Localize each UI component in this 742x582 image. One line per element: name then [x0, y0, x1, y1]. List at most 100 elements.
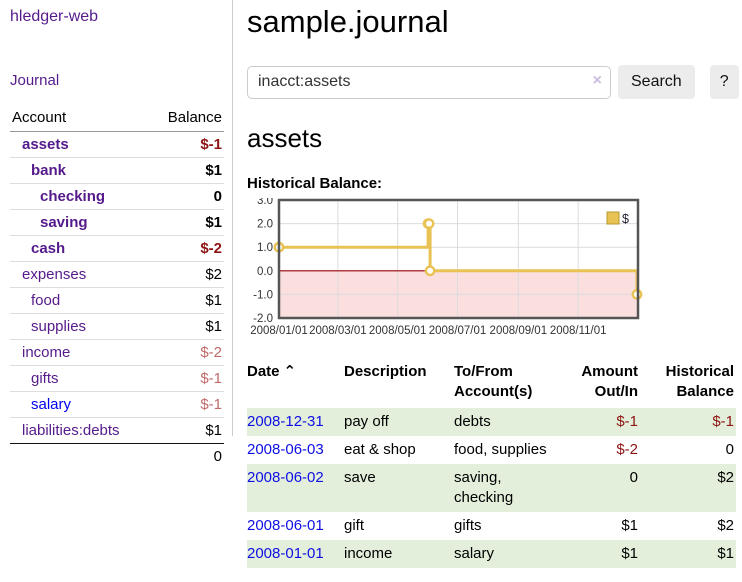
register-row[interactable]: 2008-06-01 gift gifts $1 $2: [247, 512, 736, 540]
account-link[interactable]: food: [31, 292, 61, 309]
register-row[interactable]: 2008-06-02 save saving, checking 0 $2: [247, 464, 736, 512]
accounts-header-row: Account Balance: [10, 105, 224, 132]
app-title-link[interactable]: hledger-web: [10, 8, 99, 25]
register-date-cell: 2008-01-01: [247, 540, 344, 568]
account-link[interactable]: income: [22, 344, 71, 361]
register-description-cell: eat & shop: [344, 441, 416, 458]
register-description-cell: save: [344, 469, 376, 486]
account-row: food $1: [10, 287, 224, 314]
help-button[interactable]: ?: [709, 65, 739, 99]
accounts-col-account: Account: [10, 105, 150, 132]
account-balance: $-2: [149, 339, 224, 366]
account-balance: $1: [149, 287, 224, 314]
account-link[interactable]: salary: [31, 396, 72, 413]
account-balance: $-1: [149, 391, 224, 418]
chart-xtick-label: 2008/07/01: [429, 325, 487, 337]
account-row: cash $-2: [10, 235, 224, 262]
chart-ytick-label: -1.0: [253, 289, 273, 301]
register-date-cell: 2008-06-03: [247, 436, 344, 464]
account-row: saving $1: [10, 209, 224, 236]
account-link[interactable]: checking: [40, 188, 106, 205]
search-form: × Search ?: [247, 65, 741, 99]
register-col-date[interactable]: Date ⌃: [247, 360, 344, 408]
legend-swatch: [606, 211, 620, 225]
chart-data-marker: [423, 218, 435, 230]
register-accounts-cell: salary: [454, 545, 495, 562]
register-col-accounts: To/From Account(s): [454, 363, 533, 400]
transaction-date-link[interactable]: 2008-06-02: [247, 469, 324, 486]
account-cell: gifts: [10, 365, 150, 392]
chart-xtick-label: 2008/01/01: [250, 325, 308, 337]
account-cell: salary: [10, 391, 150, 418]
search-button[interactable]: Search: [618, 65, 695, 99]
account-balance: $-2: [149, 235, 224, 262]
chart-data-marker: [424, 265, 436, 277]
account-link[interactable]: supplies: [31, 318, 87, 335]
register-amount-cell: $1: [621, 545, 638, 562]
chart-xtick-label: 2008/11/01: [550, 325, 607, 337]
chart-xtick-label: 2008/09/01: [490, 325, 548, 337]
account-row: salary $-1: [10, 391, 224, 418]
register-balance-cell: $2: [717, 517, 734, 534]
register-balance-cell: $1: [717, 545, 734, 562]
chart-xtick-label: 2008/03/01: [309, 325, 367, 337]
sidebar-item-journal[interactable]: Journal: [10, 72, 60, 89]
register-row[interactable]: 2008-12-31 pay off debts $-1 $-1: [247, 408, 736, 436]
chart-label: Historical Balance:: [247, 175, 383, 192]
accounts-total-row: 0: [10, 443, 224, 469]
account-cell: income: [10, 339, 150, 366]
chart-ytick-label: -2.0: [253, 313, 273, 325]
account-balance: $-1: [149, 365, 224, 392]
transaction-date-link[interactable]: 2008-06-03: [247, 441, 324, 458]
register-row[interactable]: 2008-01-01 income salary $1 $1: [247, 540, 736, 568]
account-balance: $1: [149, 417, 224, 444]
account-balance: $1: [149, 313, 224, 340]
register-balance-cell: $2: [717, 469, 734, 486]
account-link[interactable]: cash: [31, 240, 66, 257]
account-row: income $-2: [10, 339, 224, 366]
register-balance-cell: $-1: [712, 413, 734, 430]
transaction-date-link[interactable]: 2008-06-01: [247, 517, 324, 534]
main-content: sample.journal × Search ? assets Histori…: [233, 0, 742, 568]
transaction-date-link[interactable]: 2008-12-31: [247, 413, 324, 430]
account-link[interactable]: liabilities:debts: [22, 422, 120, 439]
register-row[interactable]: 2008-06-03 eat & shop food, supplies $-2 0: [247, 436, 736, 464]
chart-ytick-label: 2.0: [257, 219, 273, 231]
transaction-date-link[interactable]: 2008-01-01: [247, 545, 324, 562]
accounts-table: Account Balance assets $-1 bank $1 checking 0…: [10, 105, 224, 469]
account-link[interactable]: bank: [31, 162, 67, 179]
chart-ytick-label: 3.0: [257, 198, 273, 207]
register-description-cell: pay off: [344, 413, 389, 430]
account-cell: saving: [10, 209, 150, 236]
search-input[interactable]: [247, 65, 611, 99]
chart-ytick-label: 1.0: [257, 242, 273, 254]
chart-xtick-label: 2008/05/01: [369, 325, 427, 337]
account-link[interactable]: saving: [40, 214, 88, 231]
account-balance: $-1: [149, 131, 224, 158]
account-row: checking 0: [10, 183, 224, 210]
clear-search-icon[interactable]: ×: [592, 71, 602, 89]
register-amount-cell: $-2: [616, 441, 638, 458]
account-balance: $1: [149, 157, 224, 184]
chart-ytick-label: 0.0: [257, 266, 273, 278]
account-cell: liabilities:debts: [10, 417, 150, 444]
account-link[interactable]: assets: [22, 136, 69, 153]
register-description-cell: income: [344, 545, 393, 562]
register-accounts-cell: debts: [454, 413, 491, 430]
register-col-date-label: Date: [247, 363, 280, 380]
account-link[interactable]: expenses: [22, 266, 87, 283]
register-table: Date ⌃ Description To/From Account(s) Amo…: [247, 360, 736, 568]
account-row: liabilities:debts $1: [10, 417, 224, 444]
account-row: expenses $2: [10, 261, 224, 288]
account-link[interactable]: gifts: [31, 370, 59, 387]
page: hledger-web Journal Account Balance asse…: [10, 0, 742, 568]
chart-border: [277, 198, 640, 320]
account-cell: food: [10, 287, 150, 314]
account-cell: checking: [10, 183, 150, 210]
register-accounts-cell: saving, checking: [454, 469, 514, 506]
register-date-cell: 2008-06-02: [247, 464, 344, 512]
register-date-cell: 2008-12-31: [247, 408, 344, 436]
register-balance-cell: 0: [725, 441, 734, 458]
account-row: bank $1: [10, 157, 224, 184]
